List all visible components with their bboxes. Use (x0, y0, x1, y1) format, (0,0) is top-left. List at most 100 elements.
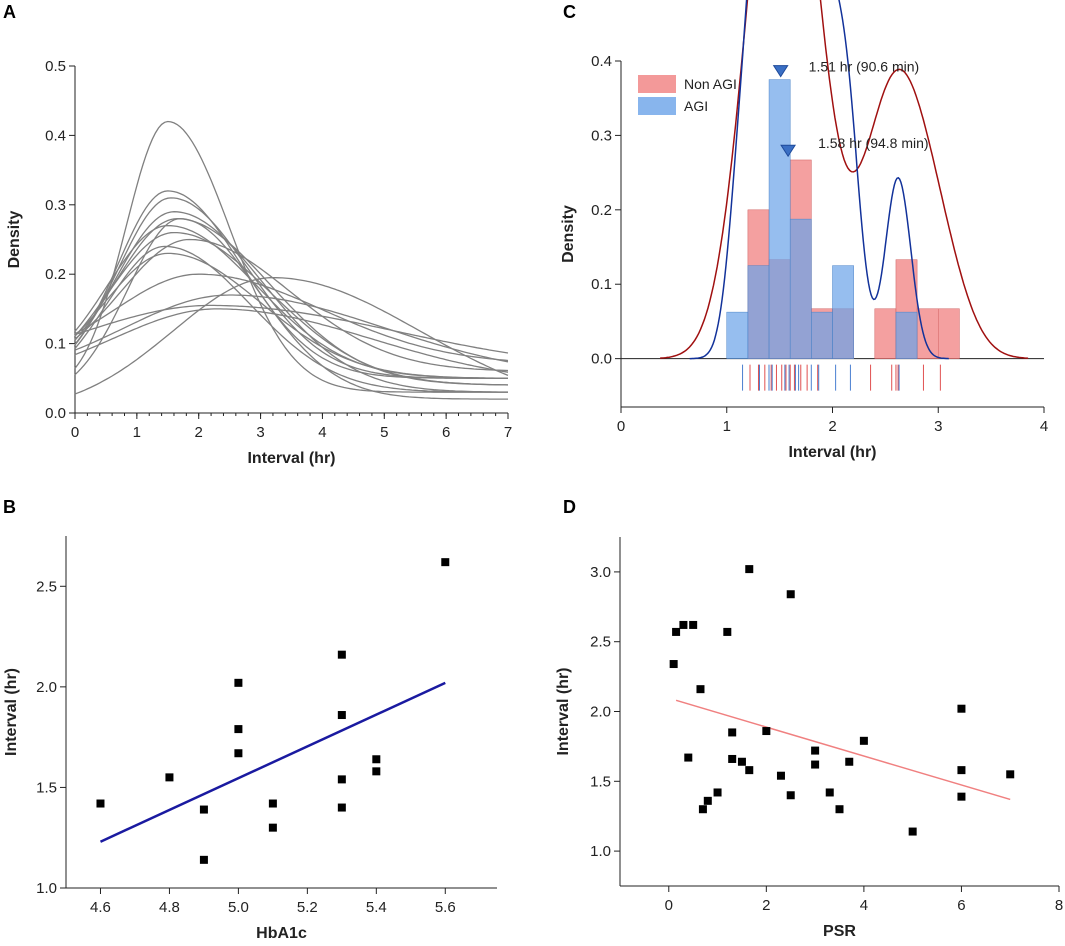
data-point (268, 799, 277, 808)
d-y-tick-label: 3.0 (590, 564, 611, 581)
density-curve (74, 273, 509, 362)
a-x-tick-label: 2 (195, 424, 203, 441)
panel-c: C 0 1 2 3 4 0.0 0.1 0.2 0.3 0.4 Interval (hr) Densi… (560, 0, 1048, 461)
data-point (957, 704, 966, 713)
a-x-tick-label: 7 (504, 424, 512, 441)
d-x-axis-label: PSR (823, 923, 856, 940)
a-x-tick-label: 4 (318, 424, 326, 441)
panel-label-d: D (563, 497, 576, 517)
legend-label-agi: AGI (684, 98, 708, 114)
data-point (957, 766, 966, 775)
panel-label-b: B (3, 497, 16, 517)
b-x-tick-label: 4.8 (159, 899, 180, 916)
b-y-tick-label: 2.0 (36, 679, 57, 696)
d-y-axis-label: Interval (hr) (555, 667, 572, 755)
hist-bar-non-agi (874, 308, 897, 359)
a-x-tick-label: 5 (380, 424, 388, 441)
data-point (337, 803, 346, 812)
data-point (268, 823, 277, 832)
data-point (811, 746, 820, 755)
b-x-tick-label: 4.6 (90, 899, 111, 916)
b-y-tick-label: 2.5 (36, 578, 57, 595)
data-point (723, 627, 732, 636)
regression-line (99, 681, 446, 843)
d-y-tick-label: 1.0 (590, 843, 611, 860)
density-curve (74, 238, 509, 372)
data-point (337, 711, 346, 720)
density-curve (74, 231, 509, 386)
data-point (199, 855, 208, 864)
data-point (234, 725, 243, 734)
data-point (776, 771, 785, 780)
d-y-tick-label: 1.5 (590, 773, 611, 790)
hist-bar-agi (768, 79, 791, 359)
data-point (679, 620, 688, 629)
density-curve (74, 218, 508, 400)
peak-marker (772, 65, 789, 78)
hist-bar-agi (811, 311, 833, 359)
c-y-tick-label: 0.0 (591, 351, 612, 368)
density-curve (74, 252, 508, 379)
data-point (728, 728, 737, 737)
data-point (698, 805, 707, 814)
panel-d: D 0 2 4 6 8 1.0 1.5 2.0 2.5 3.0 PSR Interval (hr) (555, 497, 1063, 940)
data-point (234, 749, 243, 758)
panel-label-a: A (3, 2, 16, 22)
c-y-tick-label: 0.4 (591, 53, 612, 70)
c-x-tick-label: 0 (617, 418, 625, 435)
data-point (672, 627, 681, 636)
hist-bar-agi (832, 265, 854, 359)
d-y-tick-label: 2.5 (590, 634, 611, 651)
density-curve (74, 294, 509, 363)
hist-bar-non-agi (938, 308, 960, 359)
c-x-tick-label: 3 (934, 418, 942, 435)
data-point (957, 792, 966, 801)
hist-bar-agi (895, 311, 918, 359)
a-y-tick-label: 0.3 (45, 197, 66, 214)
a-x-tick-label: 3 (256, 424, 264, 441)
a-y-axis-label: Density (6, 211, 23, 269)
b-x-axis-label: HbA1c (256, 925, 307, 942)
c-x-axis-label: Interval (hr) (788, 444, 876, 461)
data-point (737, 757, 746, 766)
kde-curve-non-agi (660, 0, 1029, 359)
data-point (337, 650, 346, 659)
data-point (96, 799, 105, 808)
data-point (337, 775, 346, 784)
hist-bar-agi (726, 311, 749, 359)
b-x-tick-label: 5.6 (435, 899, 456, 916)
density-curve (74, 245, 508, 393)
b-y-tick-label: 1.5 (36, 779, 57, 796)
density-curve (74, 197, 508, 379)
legend-swatch-agi (638, 97, 676, 115)
peak-marker (780, 144, 796, 158)
data-point (372, 755, 381, 764)
panel-a: A 0 1 2 3 4 5 6 7 0.0 0.1 0.2 0.3 0.4 0.5 Interval (hr… (3, 2, 512, 467)
hist-bar-agi (747, 265, 770, 359)
a-y-tick-label: 0.4 (45, 127, 66, 144)
density-curve (74, 120, 508, 393)
data-point (845, 757, 854, 766)
b-x-tick-label: 5.4 (366, 899, 387, 916)
a-x-axis-label: Interval (hr) (247, 450, 335, 467)
d-x-tick-label: 0 (665, 897, 673, 914)
b-x-tick-label: 5.0 (228, 899, 249, 916)
data-point (684, 753, 693, 762)
data-point (786, 791, 795, 800)
data-point (234, 678, 243, 687)
data-point (745, 565, 754, 574)
data-point (728, 754, 737, 763)
b-y-axis-label: Interval (hr) (3, 668, 20, 756)
hist-bar-agi (789, 218, 812, 359)
data-point (199, 805, 208, 814)
kde-curve-agi (689, 0, 949, 360)
legend-label-non-agi: Non AGI (684, 76, 737, 92)
data-point (713, 788, 722, 797)
data-point (696, 685, 705, 694)
d-x-tick-label: 6 (957, 897, 965, 914)
regression-line (675, 699, 1011, 801)
panel-label-c: C (563, 2, 576, 22)
data-point (745, 766, 754, 775)
c-x-tick-label: 1 (723, 418, 731, 435)
density-curve (74, 304, 509, 354)
